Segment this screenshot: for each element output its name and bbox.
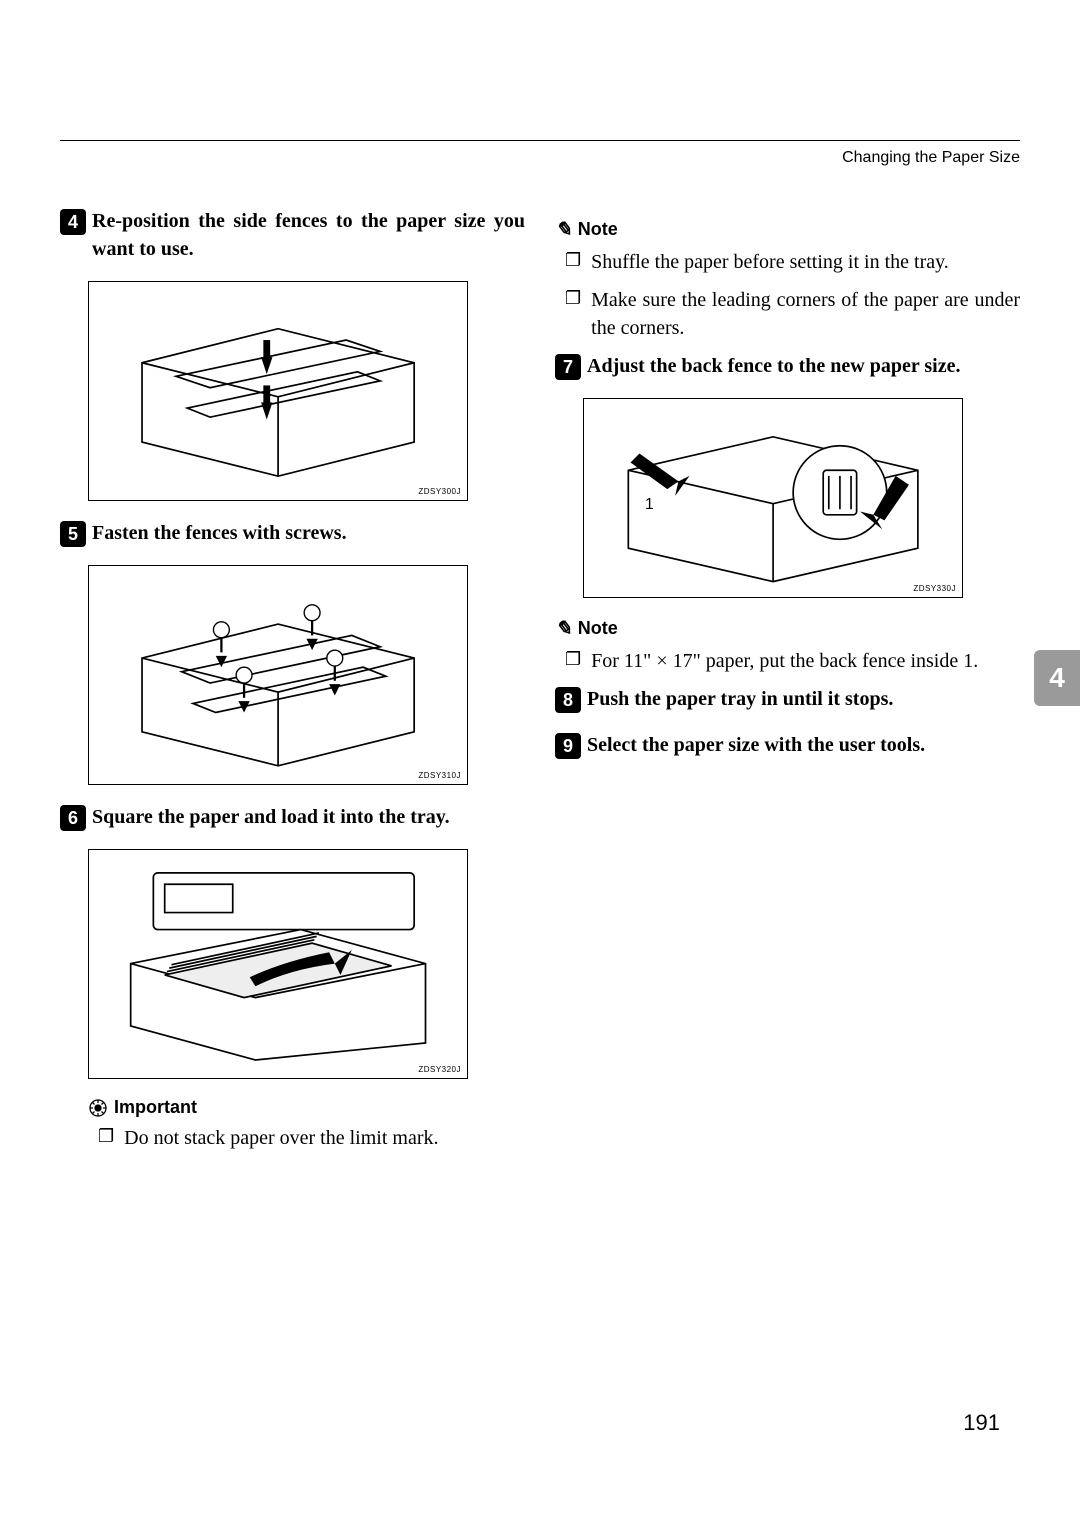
step-7: 7 Adjust the back fence to the new paper… (555, 352, 1020, 598)
step-4-text: Re-position the side fences to the paper… (92, 207, 525, 263)
note-icon: ✎ (555, 616, 572, 641)
step-5-text: Fasten the fences with screws. (92, 519, 347, 547)
figure-5-code: ZDSY310J (418, 771, 461, 780)
note2-item-1-text: For 11" × 17" paper, put the back fence … (591, 647, 978, 675)
step-4: 4 Re-position the side fences to the pap… (60, 207, 525, 501)
step-5: 5 Fasten the fences with screws. (60, 519, 525, 785)
figure-7-marker: 1 (645, 496, 654, 513)
tray-load-paper-illustration (108, 861, 448, 1066)
note2-heading: ✎ Note (555, 616, 1020, 641)
important-icon (88, 1098, 108, 1118)
note1-item-2-text: Make sure the leading corners of the pap… (591, 286, 1020, 342)
step-9: 9 Select the paper size with the user to… (555, 731, 1020, 759)
note2-item-1: ❐ For 11" × 17" paper, put the back fenc… (565, 647, 1020, 675)
note-icon: ✎ (555, 217, 572, 242)
tray-screws-illustration (108, 577, 448, 773)
chapter-tab: 4 (1034, 650, 1080, 706)
step-6-text: Square the paper and load it into the tr… (92, 803, 450, 831)
step-6: 6 Square the paper and load it into the … (60, 803, 525, 1079)
header-rule (60, 140, 1020, 141)
header-section-title: Changing the Paper Size (60, 149, 1020, 167)
step-8-number: 8 (555, 687, 581, 713)
note1-item-1: ❐ Shuffle the paper before setting it in… (565, 248, 1020, 276)
tray-back-fence-illustration: 1 (603, 409, 943, 587)
note1-item-2: ❐ Make sure the leading corners of the p… (565, 286, 1020, 342)
note1-label: Note (578, 219, 618, 240)
figure-7-code: ZDSY330J (913, 584, 956, 593)
step-7-number: 7 (555, 354, 581, 380)
figure-6-code: ZDSY320J (418, 1065, 461, 1074)
note2-label: Note (578, 618, 618, 639)
bullet-icon: ❐ (565, 286, 581, 342)
important-heading: Important (88, 1097, 525, 1118)
bullet-icon: ❐ (565, 248, 581, 276)
tray-side-fences-illustration (108, 293, 448, 489)
bullet-icon: ❐ (565, 647, 581, 675)
bullet-icon: ❐ (98, 1124, 114, 1152)
page-number: 191 (963, 1410, 1000, 1436)
step-8: 8 Push the paper tray in until it stops. (555, 685, 1020, 713)
right-column: ✎ Note ❐ Shuffle the paper before settin… (555, 207, 1020, 1162)
figure-step-5: ZDSY310J (88, 565, 468, 785)
figure-step-4: ZDSY300J (88, 281, 468, 501)
step-6-number: 6 (60, 805, 86, 831)
step-5-number: 5 (60, 521, 86, 547)
content-columns: 4 Re-position the side fences to the pap… (60, 207, 1020, 1162)
left-column: 4 Re-position the side fences to the pap… (60, 207, 525, 1162)
note1-item-1-text: Shuffle the paper before setting it in t… (591, 248, 949, 276)
step-9-text: Select the paper size with the user tool… (587, 731, 925, 759)
step-8-text: Push the paper tray in until it stops. (587, 685, 893, 713)
figure-step-6: ZDSY320J (88, 849, 468, 1079)
important-item-1-text: Do not stack paper over the limit mark. (124, 1124, 438, 1152)
note1-heading: ✎ Note (555, 217, 1020, 242)
step-7-text: Adjust the back fence to the new paper s… (587, 352, 961, 380)
figure-step-7: 1 ZDSY330J (583, 398, 963, 598)
important-label: Important (114, 1097, 197, 1118)
important-item-1: ❐ Do not stack paper over the limit mark… (98, 1124, 525, 1152)
step-9-number: 9 (555, 733, 581, 759)
figure-4-code: ZDSY300J (418, 487, 461, 496)
step-4-number: 4 (60, 209, 86, 235)
